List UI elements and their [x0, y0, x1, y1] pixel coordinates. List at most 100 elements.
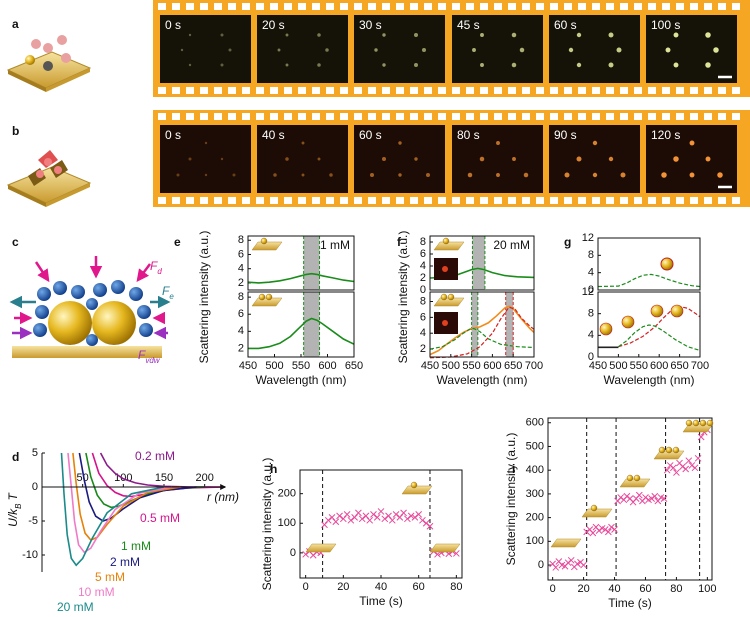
x-axis-label: Time (s)	[608, 596, 652, 610]
sprocket-hole	[662, 197, 670, 204]
data-point	[679, 463, 686, 470]
x-axis-label: Wavelength (nm)	[604, 373, 695, 387]
data-line	[248, 317, 355, 350]
sprocket-hole	[690, 3, 698, 10]
data-point	[358, 515, 366, 523]
y-tick-label: 400	[526, 464, 544, 476]
icon	[305, 543, 337, 553]
plot-frame	[597, 291, 701, 358]
panel-label: h	[270, 462, 277, 476]
panel-label: d	[12, 450, 19, 464]
frame-time: 90 s	[554, 128, 577, 142]
y-tick-label: 8	[588, 308, 594, 320]
data-point	[623, 492, 631, 500]
data-point	[583, 528, 591, 536]
data-point	[580, 561, 587, 569]
sprocket-hole	[718, 87, 726, 94]
sprocket-hole	[396, 87, 404, 94]
sprocket-hole	[676, 87, 684, 94]
frame-time: 40 s	[262, 128, 285, 142]
spot	[480, 63, 484, 67]
sprocket-hole	[564, 197, 572, 204]
sprocket-hole	[676, 197, 684, 204]
y-tick-label: 0	[538, 559, 544, 571]
y-tick-label: 2	[420, 272, 426, 284]
sprocket-hole	[648, 3, 656, 10]
y-axis-label-sub: B	[14, 503, 23, 509]
spot	[705, 62, 711, 68]
spot	[713, 47, 719, 53]
schematic-b	[6, 150, 92, 207]
x-tick-label: 650	[345, 360, 363, 372]
sprocket-hole	[592, 113, 600, 120]
frame-time: 0 s	[165, 128, 181, 142]
spot	[620, 172, 626, 178]
sprocket-hole	[718, 3, 726, 10]
icon-particle	[447, 293, 455, 301]
plot-frame	[429, 235, 535, 291]
icon	[251, 293, 283, 307]
icon-tray	[251, 241, 283, 251]
panel-label: e	[174, 235, 181, 249]
x-tick-label: 500	[442, 360, 460, 372]
sprocket-hole	[634, 113, 642, 120]
spot	[414, 63, 418, 67]
sprocket-hole	[480, 87, 488, 94]
sprocket-hole	[326, 3, 334, 10]
sprocket-hole	[284, 3, 292, 10]
spot	[608, 62, 614, 68]
spot	[277, 48, 281, 52]
icon-tray	[433, 241, 465, 251]
sprocket-hole	[438, 113, 446, 120]
sprocket-hole	[550, 3, 558, 10]
spot	[512, 157, 516, 161]
spot	[661, 172, 667, 178]
sprocket-hole	[410, 113, 418, 120]
icon-tray	[619, 478, 651, 488]
data-point	[666, 462, 674, 469]
spot	[232, 173, 236, 177]
sprocket-hole	[256, 197, 264, 204]
icon-particle	[692, 419, 700, 427]
panel-label: f	[397, 235, 402, 249]
icon-tray	[550, 538, 582, 548]
spot	[414, 33, 418, 37]
sprocket-hole	[312, 3, 320, 10]
sprocket-hole	[326, 113, 334, 120]
data-point	[347, 516, 355, 524]
frame	[257, 15, 348, 83]
data-point	[422, 519, 430, 527]
sprocket-hole	[690, 113, 698, 120]
y-axis-label-post: T	[6, 492, 20, 501]
icon-tray	[401, 485, 433, 495]
sprocket-hole	[298, 3, 306, 10]
y-tick-label: 8	[420, 295, 426, 307]
sprocket-hole	[340, 3, 348, 10]
sprocket-hole	[522, 3, 530, 10]
data-point	[663, 466, 671, 474]
sprocket-hole	[452, 87, 460, 94]
data-point	[685, 457, 693, 465]
sprocket-hole	[382, 197, 390, 204]
sprocket-hole	[536, 113, 544, 120]
sprocket-hole	[494, 113, 502, 120]
frame	[354, 15, 445, 83]
data-line	[72, 452, 181, 541]
plot-frame	[547, 417, 713, 581]
x-tick-label: 450	[239, 360, 257, 372]
sprocket-hole	[634, 87, 642, 94]
sprocket-hole	[718, 197, 726, 204]
sprocket-hole	[340, 197, 348, 204]
spot	[673, 156, 679, 162]
y-tick-label: 0	[588, 284, 594, 296]
data-point	[601, 526, 609, 533]
sprocket-hole	[480, 113, 488, 120]
sprocket-hole	[564, 113, 572, 120]
spot	[188, 63, 192, 67]
sprocket-hole	[312, 197, 320, 204]
sprocket-hole	[578, 87, 586, 94]
icon-tray	[305, 543, 337, 553]
data-point	[415, 511, 423, 518]
force-subscript: e	[169, 292, 174, 301]
